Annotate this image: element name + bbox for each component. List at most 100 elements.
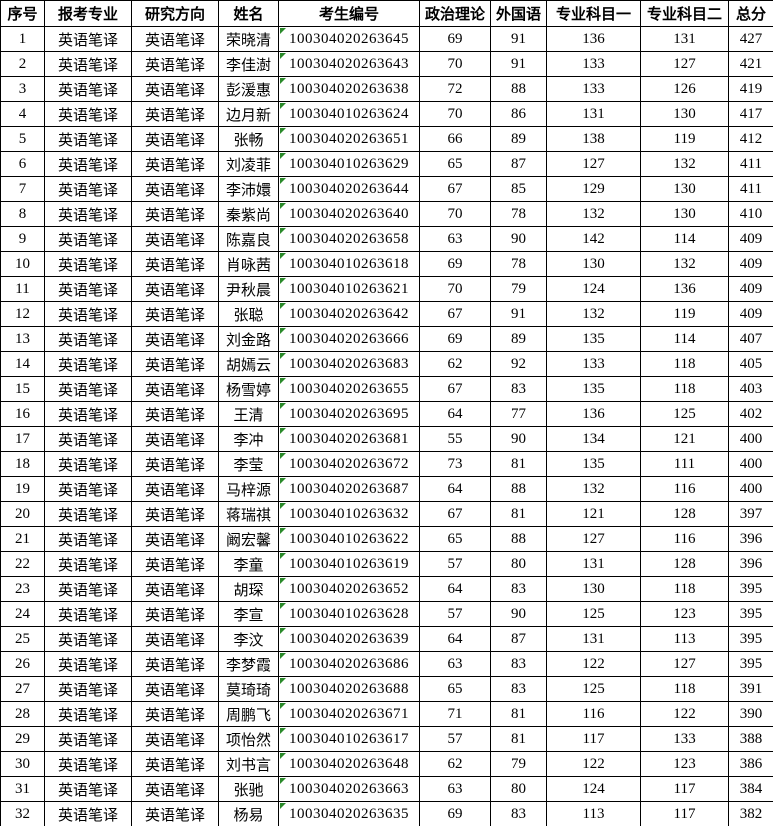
excel-text-marker-icon (280, 803, 286, 809)
cell-direction: 英语笔译 (131, 426, 219, 452)
cell-foreign: 77 (490, 401, 547, 427)
cell-direction: 英语笔译 (131, 151, 219, 177)
table-row: 30 英语笔译 英语笔译 刘书言 100304020263648 62 79 122 123 38… (0, 751, 773, 777)
cell-foreign: 89 (490, 126, 547, 152)
cell-direction: 英语笔译 (131, 651, 219, 677)
cell-name: 边月新 (218, 101, 279, 127)
cell-subject2: 126 (640, 76, 729, 102)
cell-major: 英语笔译 (44, 476, 132, 502)
cell-candidate_id: 100304020263639 (278, 626, 420, 652)
cell-subject2: 133 (640, 726, 729, 752)
cell-subject1: 136 (546, 401, 641, 427)
cell-name: 李汶 (218, 626, 279, 652)
cell-candidate_id: 100304020263652 (278, 576, 420, 602)
cell-politics: 69 (419, 251, 491, 277)
cell-no: 12 (0, 301, 45, 327)
table-row: 21 英语笔译 英语笔译 阚宏馨 100304010263622 65 88 127 116 39… (0, 526, 773, 552)
cell-foreign: 92 (490, 351, 547, 377)
cell-no: 32 (0, 801, 45, 826)
cell-politics: 70 (419, 276, 491, 302)
cell-politics: 73 (419, 451, 491, 477)
cell-direction: 英语笔译 (131, 76, 219, 102)
cell-major: 英语笔译 (44, 26, 132, 52)
cell-subject1: 132 (546, 476, 641, 502)
column-header-no: 序号 (0, 0, 45, 27)
cell-subject1: 135 (546, 326, 641, 352)
cell-direction: 英语笔译 (131, 401, 219, 427)
cell-candidate_id: 100304020263687 (278, 476, 420, 502)
cell-no: 15 (0, 376, 45, 402)
candidate-id-text: 100304020263645 (289, 30, 409, 47)
cell-direction: 英语笔译 (131, 751, 219, 777)
cell-candidate_id: 100304010263618 (278, 251, 420, 277)
excel-text-marker-icon (280, 753, 286, 759)
cell-politics: 65 (419, 676, 491, 702)
cell-name: 胡琛 (218, 576, 279, 602)
cell-foreign: 80 (490, 776, 547, 802)
excel-text-marker-icon (280, 478, 286, 484)
cell-foreign: 81 (490, 501, 547, 527)
excel-text-marker-icon (280, 153, 286, 159)
cell-major: 英语笔译 (44, 351, 132, 377)
candidate-id-text: 100304020263695 (289, 405, 409, 422)
table-row: 7 英语笔译 英语笔译 李沛嬛 100304020263644 67 85 129 130 411 (0, 176, 773, 202)
cell-total: 391 (728, 676, 773, 702)
cell-foreign: 85 (490, 176, 547, 202)
cell-candidate_id: 100304020263663 (278, 776, 420, 802)
cell-total: 395 (728, 601, 773, 627)
cell-no: 6 (0, 151, 45, 177)
cell-name: 蒋瑞祺 (218, 501, 279, 527)
cell-major: 英语笔译 (44, 226, 132, 252)
column-header-total: 总分 (728, 0, 773, 27)
cell-subject2: 125 (640, 401, 729, 427)
excel-text-marker-icon (280, 253, 286, 259)
cell-direction: 英语笔译 (131, 626, 219, 652)
cell-total: 400 (728, 451, 773, 477)
candidate-id-text: 100304010263619 (289, 555, 409, 572)
cell-candidate_id: 100304020263645 (278, 26, 420, 52)
cell-candidate_id: 100304020263681 (278, 426, 420, 452)
cell-subject2: 130 (640, 101, 729, 127)
cell-candidate_id: 100304020263658 (278, 226, 420, 252)
cell-direction: 英语笔译 (131, 726, 219, 752)
table-body: 1 英语笔译 英语笔译 荣晓清 100304020263645 69 91 136 131 427… (0, 26, 773, 826)
cell-subject1: 142 (546, 226, 641, 252)
cell-name: 王清 (218, 401, 279, 427)
column-header-name: 姓名 (218, 0, 279, 27)
cell-direction: 英语笔译 (131, 126, 219, 152)
cell-direction: 英语笔译 (131, 376, 219, 402)
cell-candidate_id: 100304010263619 (278, 551, 420, 577)
candidate-id-text: 100304020263655 (289, 380, 409, 397)
candidate-id-text: 100304020263644 (289, 180, 409, 197)
cell-subject1: 130 (546, 251, 641, 277)
cell-major: 英语笔译 (44, 401, 132, 427)
cell-subject2: 131 (640, 26, 729, 52)
table-row: 15 英语笔译 英语笔译 杨雪婷 100304020263655 67 83 135 118 40… (0, 376, 773, 402)
header-row: 序号 报考专业 研究方向 姓名 考生编号 政治理论 外国语 专业科目一 专业科目二 总分 (0, 0, 773, 27)
table-row: 32 英语笔译 英语笔译 杨易 100304020263635 69 83 113 117 382 (0, 801, 773, 826)
cell-no: 23 (0, 576, 45, 602)
cell-name: 李沛嬛 (218, 176, 279, 202)
excel-text-marker-icon (280, 103, 286, 109)
cell-name: 张聪 (218, 301, 279, 327)
cell-politics: 70 (419, 51, 491, 77)
cell-no: 7 (0, 176, 45, 202)
table-row: 23 英语笔译 英语笔译 胡琛 100304020263652 64 83 130 118 395 (0, 576, 773, 602)
cell-direction: 英语笔译 (131, 301, 219, 327)
cell-subject1: 138 (546, 126, 641, 152)
cell-subject2: 118 (640, 376, 729, 402)
cell-candidate_id: 100304020263655 (278, 376, 420, 402)
cell-foreign: 81 (490, 726, 547, 752)
cell-no: 1 (0, 26, 45, 52)
cell-politics: 62 (419, 351, 491, 377)
cell-subject2: 127 (640, 51, 729, 77)
cell-no: 16 (0, 401, 45, 427)
cell-name: 阚宏馨 (218, 526, 279, 552)
cell-direction: 英语笔译 (131, 201, 219, 227)
cell-candidate_id: 100304020263666 (278, 326, 420, 352)
cell-no: 24 (0, 601, 45, 627)
cell-total: 382 (728, 801, 773, 826)
cell-total: 409 (728, 301, 773, 327)
candidate-id-text: 100304020263686 (289, 655, 409, 672)
